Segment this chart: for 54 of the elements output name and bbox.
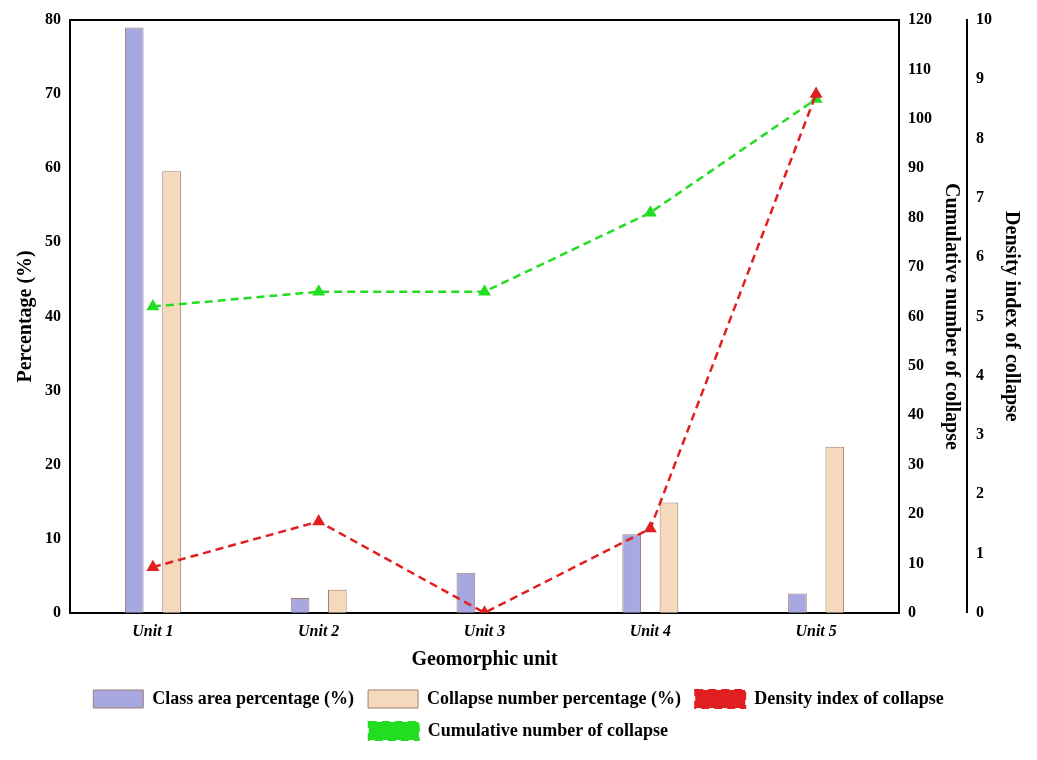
- y3-tick-label: 2: [976, 484, 984, 502]
- y-tick-label: 20: [45, 454, 61, 472]
- point: [810, 87, 822, 98]
- y2-tick-label: 90: [908, 158, 924, 176]
- y-tick-label: 10: [45, 528, 61, 546]
- y3-tick-label: 7: [976, 187, 984, 205]
- y-tick-label: 50: [45, 232, 61, 250]
- point: [478, 285, 491, 296]
- y-tick-label: 0: [53, 602, 61, 620]
- y3-tick-label: 3: [976, 425, 984, 443]
- y2-tick-label: 70: [908, 257, 924, 275]
- point: [644, 522, 656, 533]
- y3-tick-label: 0: [976, 602, 984, 620]
- y3-tick-label: 6: [976, 247, 984, 265]
- legend-label: Density index of collapse: [754, 687, 944, 708]
- point: [147, 560, 159, 571]
- y2-tick-label: 110: [908, 59, 932, 77]
- y2-tick-label: 40: [908, 405, 924, 423]
- x-tick-label: Unit 4: [629, 621, 671, 639]
- y3-tick-label: 10: [976, 10, 992, 28]
- x-axis-title: Geomorphic unit: [411, 647, 558, 671]
- y3-tick-label: 1: [976, 543, 984, 561]
- y-axis-title: Percentage (%): [13, 250, 37, 383]
- y-tick-label: 70: [45, 84, 61, 102]
- y-tick-label: 30: [45, 380, 61, 398]
- point: [147, 300, 159, 311]
- legend-label: Cumulative number of collapse: [427, 719, 668, 740]
- y-tick-label: 40: [45, 306, 61, 324]
- x-tick-label: Unit 3: [463, 621, 506, 639]
- x-tick-label: Unit 2: [298, 621, 340, 639]
- y-tick-label: 60: [45, 158, 61, 176]
- y3-tick-label: 9: [976, 69, 984, 87]
- point: [644, 206, 656, 217]
- y3-tick-label: 4: [976, 365, 984, 383]
- point: [313, 285, 325, 296]
- y2-tick-label: 10: [908, 553, 924, 571]
- y2-tick-label: 100: [908, 108, 932, 126]
- y2-tick-label: 60: [908, 306, 924, 324]
- y-tick-label: 80: [45, 10, 61, 28]
- legend-label: Class area percentage (%): [152, 687, 355, 709]
- point: [313, 515, 325, 526]
- y2-tick-label: 50: [908, 355, 924, 373]
- x-tick-label: Unit 5: [795, 621, 837, 639]
- x-tick-label: Unit 1: [132, 621, 174, 639]
- y2-tick-label: 20: [908, 504, 924, 522]
- y2-axis-title: Cumulative number of collapse: [940, 182, 964, 450]
- y2-tick-label: 0: [908, 602, 916, 620]
- y3-tick-label: 5: [976, 306, 984, 324]
- y2-tick-label: 120: [908, 10, 932, 28]
- y3-axis-title: Density index of collapse: [1000, 211, 1024, 422]
- y2-tick-label: 30: [908, 454, 924, 472]
- y3-tick-label: 8: [976, 128, 984, 146]
- legend-label: Collapse number percentage (%): [427, 687, 681, 709]
- y2-tick-label: 80: [908, 207, 924, 225]
